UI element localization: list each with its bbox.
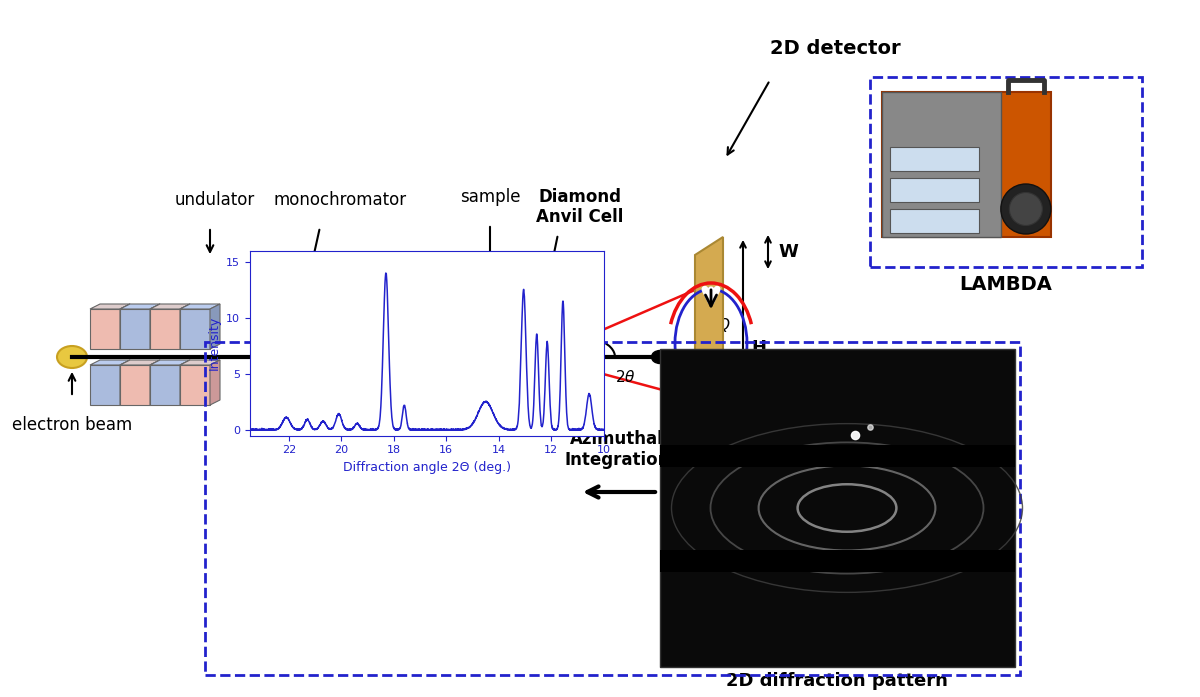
- Bar: [150, 365, 180, 405]
- Text: electron beam: electron beam: [12, 416, 132, 434]
- Polygon shape: [180, 304, 190, 349]
- Polygon shape: [120, 360, 160, 365]
- Polygon shape: [210, 304, 220, 349]
- Bar: [205, 342, 1020, 675]
- Ellipse shape: [652, 351, 668, 364]
- Polygon shape: [150, 304, 190, 309]
- Bar: [660, 349, 1015, 667]
- Bar: [180, 365, 210, 405]
- Ellipse shape: [1009, 192, 1043, 226]
- Text: Diamond
Anvil Cell: Diamond Anvil Cell: [536, 187, 624, 227]
- Bar: [90, 309, 120, 349]
- Bar: [120, 365, 150, 405]
- Polygon shape: [427, 359, 487, 392]
- Polygon shape: [180, 360, 220, 365]
- Bar: [890, 178, 979, 202]
- Polygon shape: [503, 359, 563, 392]
- Polygon shape: [120, 304, 130, 349]
- Ellipse shape: [58, 346, 88, 368]
- Bar: [882, 92, 1001, 237]
- Polygon shape: [488, 349, 502, 365]
- Text: LAMBDA: LAMBDA: [960, 275, 1052, 295]
- Polygon shape: [210, 360, 220, 405]
- Text: 2$\theta$: 2$\theta$: [616, 369, 636, 385]
- Text: 2D detector: 2D detector: [769, 40, 900, 59]
- Text: Azimuthal
Integration: Azimuthal Integration: [564, 430, 670, 469]
- Bar: [293, 327, 318, 387]
- Polygon shape: [695, 237, 722, 459]
- Bar: [890, 209, 979, 233]
- Text: undulator: undulator: [175, 191, 256, 209]
- Bar: [150, 309, 180, 349]
- Bar: [882, 92, 1051, 237]
- X-axis label: Diffraction angle 2Θ (deg.): Diffraction angle 2Θ (deg.): [343, 461, 511, 474]
- Text: monochromator: monochromator: [274, 191, 407, 209]
- Bar: [870, 77, 1142, 267]
- Bar: [180, 309, 210, 349]
- Polygon shape: [427, 321, 487, 355]
- Polygon shape: [150, 360, 160, 405]
- Text: F: F: [444, 351, 452, 364]
- Bar: [527, 344, 557, 370]
- Text: Q: Q: [718, 319, 730, 333]
- Polygon shape: [90, 304, 130, 309]
- Point: [846, 429, 865, 441]
- Bar: [890, 147, 979, 171]
- Ellipse shape: [1001, 184, 1051, 234]
- Text: X-ray beam: X-ray beam: [282, 410, 378, 428]
- Text: F: F: [538, 351, 546, 364]
- Polygon shape: [503, 321, 563, 355]
- Bar: [660, 550, 1015, 572]
- Point: [860, 421, 880, 432]
- Text: 2D diffraction pattern: 2D diffraction pattern: [726, 672, 948, 690]
- Text: sample: sample: [460, 188, 521, 206]
- Y-axis label: Intensity: Intensity: [208, 316, 221, 370]
- Bar: [90, 365, 120, 405]
- Bar: [660, 445, 1015, 467]
- Polygon shape: [120, 304, 160, 309]
- Bar: [433, 344, 463, 370]
- Polygon shape: [120, 360, 130, 405]
- Polygon shape: [150, 304, 160, 349]
- Polygon shape: [318, 322, 328, 387]
- Text: H: H: [751, 339, 766, 357]
- Polygon shape: [180, 360, 190, 405]
- Polygon shape: [180, 304, 220, 309]
- Bar: [120, 309, 150, 349]
- Polygon shape: [90, 360, 130, 365]
- Polygon shape: [293, 322, 328, 327]
- Text: W: W: [778, 243, 798, 261]
- Polygon shape: [150, 360, 190, 365]
